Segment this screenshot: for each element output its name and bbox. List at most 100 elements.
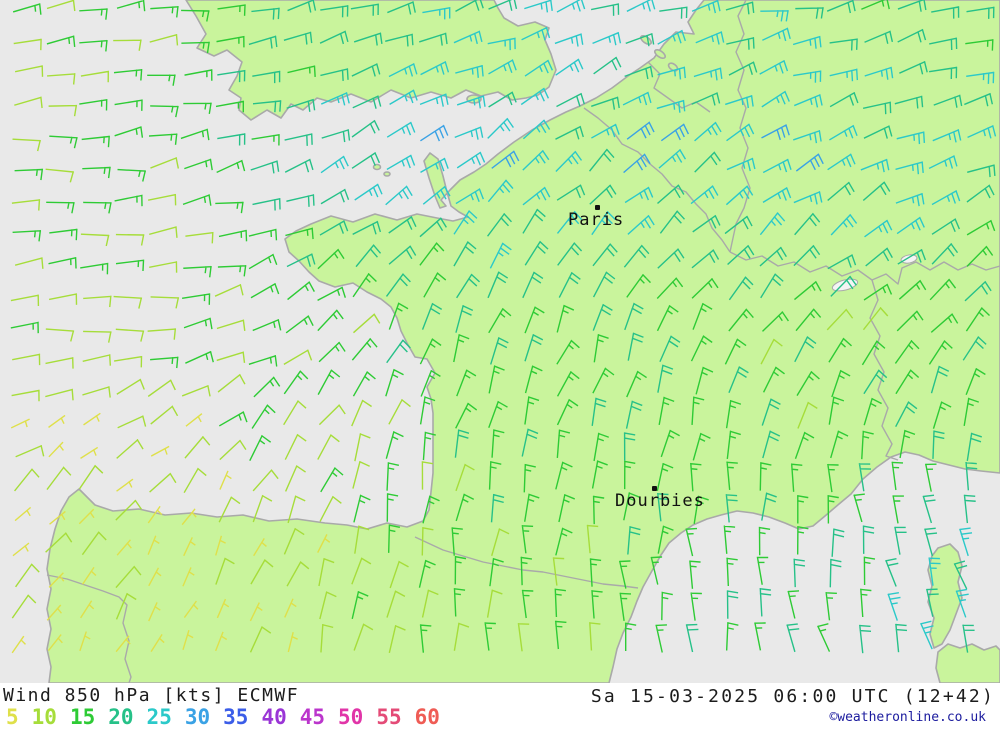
wind-barb (491, 528, 510, 556)
wind-barb (591, 397, 607, 426)
legend-value: 15 (69, 705, 96, 729)
wind-barb (14, 506, 32, 522)
wind-barb (726, 37, 755, 50)
wind-barb (929, 278, 957, 301)
wind-barb (147, 505, 163, 524)
wind-barb (286, 253, 316, 268)
wind-barb (216, 319, 246, 331)
wind-barb (829, 558, 842, 588)
wind-barb (182, 567, 195, 587)
city-dot (652, 486, 657, 491)
wind-barb (622, 91, 652, 106)
wind-forecast-map: Paris Dourbies (0, 0, 1000, 683)
wind-barb (456, 273, 480, 299)
legend-value: 35 (223, 705, 249, 729)
wind-barb (627, 214, 655, 235)
wind-barb (148, 133, 178, 145)
wind-barb (456, 95, 486, 109)
wind-barb (655, 624, 667, 653)
wind-barb (829, 91, 859, 108)
wind-barb (524, 240, 549, 266)
wind-barb (761, 90, 790, 108)
wind-barb (592, 31, 622, 46)
wind-barb (183, 265, 212, 278)
wind-barb (184, 436, 211, 459)
wind-barb (353, 623, 374, 651)
wind-barb (150, 6, 179, 18)
wind-barb (114, 99, 143, 111)
wind-barb (591, 590, 603, 619)
wind-barb (860, 158, 890, 173)
wind-barb (728, 276, 754, 301)
wind-barb (966, 432, 982, 462)
wind-barb (932, 401, 952, 429)
wind-barb (455, 402, 478, 429)
wind-barb (794, 431, 815, 459)
wind-barb (623, 460, 636, 490)
wind-barb (81, 531, 107, 556)
wind-barb (453, 210, 478, 235)
wind-barb (284, 598, 297, 618)
copyright-link[interactable]: ©weatheronline.co.uk (829, 710, 986, 725)
wind-barb (959, 527, 973, 557)
wind-barb (656, 99, 686, 113)
wind-barb (319, 30, 349, 45)
wind-barb (147, 379, 176, 397)
wind-barb (689, 560, 701, 589)
wind-barb (217, 373, 246, 393)
wind-barb (725, 1, 755, 15)
wind-barbs (10, 0, 997, 654)
wind-barb (953, 560, 968, 590)
wind-barb (353, 32, 383, 46)
wind-barb (863, 283, 893, 301)
wind-barb (351, 152, 381, 169)
wind-barb (894, 340, 920, 364)
wind-barb (115, 592, 137, 620)
wind-barb (694, 121, 722, 142)
wind-barb (81, 135, 110, 148)
wind-barb (320, 5, 349, 18)
wind-barb (966, 184, 995, 203)
wind-barb (660, 429, 680, 458)
wind-barb (726, 430, 741, 459)
wind-barb (891, 461, 904, 491)
legend-value: 5 (6, 705, 19, 729)
wind-barb (556, 304, 575, 333)
wind-barb (10, 321, 39, 334)
wind-barb (388, 398, 411, 425)
wind-barb (248, 355, 278, 367)
wind-barb (351, 590, 369, 620)
wind-barb (352, 95, 382, 109)
wind-barb (82, 386, 111, 398)
wind-barb (727, 244, 755, 265)
wind-barb (217, 4, 246, 16)
wind-barb (249, 626, 272, 653)
wind-barb (420, 157, 449, 173)
wind-barb (115, 259, 145, 272)
wind-barb (929, 37, 958, 51)
wind-barb (214, 283, 244, 297)
wind-barb (726, 590, 739, 619)
wind-barb (661, 591, 673, 621)
land-corsica (927, 543, 963, 649)
wind-barb (829, 124, 858, 141)
wind-barb (759, 59, 789, 75)
wind-barb (453, 333, 470, 363)
wind-barb (552, 557, 565, 586)
wind-barb (183, 467, 207, 494)
wind-barb (586, 524, 599, 554)
wind-barb (758, 526, 771, 556)
wind-barb (726, 157, 756, 172)
wind-barb (455, 64, 484, 78)
wind-barb (14, 168, 44, 181)
wind-barb (522, 271, 544, 299)
wind-barb (385, 368, 404, 397)
legend-value: 10 (31, 705, 57, 729)
wind-barb (624, 186, 654, 204)
wind-barb (216, 351, 246, 363)
wind-barb (183, 317, 213, 330)
wind-barb (252, 494, 273, 523)
wind-barb (251, 133, 280, 146)
wind-barb (894, 526, 907, 555)
wind-barb (114, 126, 144, 138)
